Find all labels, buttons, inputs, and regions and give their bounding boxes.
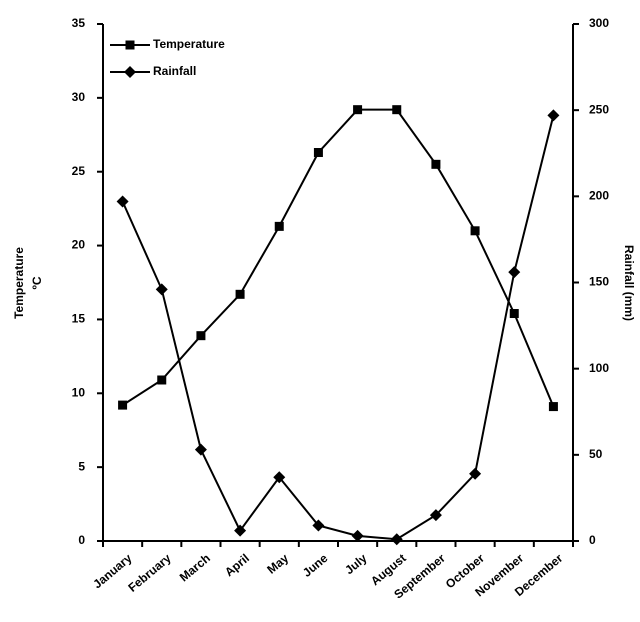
y-tick-label: 5 — [78, 459, 85, 473]
series-line — [121, 115, 555, 541]
data-point — [155, 283, 168, 296]
y-tick-label: 35 — [72, 16, 86, 30]
data-point — [273, 471, 286, 484]
legend-marker — [125, 40, 135, 50]
y2-tick-label: 100 — [589, 361, 609, 375]
y2-tick-label: 50 — [589, 447, 603, 461]
y-tick-label: 10 — [72, 385, 86, 399]
y-tick-label: 30 — [72, 90, 86, 104]
data-point — [469, 467, 482, 480]
y2-tick-label: 250 — [589, 102, 609, 116]
data-point — [274, 221, 284, 231]
x-tick-label: July — [342, 551, 370, 577]
data-point — [548, 402, 558, 412]
data-point — [353, 105, 363, 115]
data-point — [196, 331, 206, 341]
x-tick-label: April — [222, 551, 252, 579]
y2-tick-label: 0 — [589, 533, 596, 547]
data-point — [508, 266, 521, 279]
data-point — [390, 533, 403, 546]
y-tick-label: 25 — [72, 164, 86, 178]
data-point — [429, 509, 442, 522]
y-tick-label: 20 — [72, 238, 86, 252]
x-tick-label: May — [264, 551, 291, 577]
y2-axis-label: Rainfall (mm) — [622, 245, 636, 321]
data-point — [509, 309, 519, 319]
legend-label: Temperature — [153, 37, 225, 51]
legend-marker — [124, 66, 136, 78]
x-tick-label: June — [300, 551, 331, 580]
y-axis-label: Temperature — [12, 247, 26, 319]
y2-tick-label: 300 — [589, 16, 609, 30]
y-tick-label: 15 — [72, 312, 86, 326]
data-point — [470, 226, 480, 236]
data-point — [312, 519, 325, 532]
legend-label: Rainfall — [153, 64, 196, 78]
y2-tick-label: 200 — [589, 189, 609, 203]
y-tick-label: 0 — [78, 533, 85, 547]
data-point — [116, 195, 129, 208]
data-point — [313, 148, 323, 158]
data-point — [157, 375, 167, 385]
series-line — [122, 108, 555, 407]
data-point — [235, 289, 245, 299]
x-tick-label: March — [177, 551, 213, 584]
data-point — [194, 443, 207, 456]
data-point — [392, 105, 402, 115]
y2-tick-label: 150 — [589, 275, 609, 289]
y-axis-unit: ºC — [30, 276, 44, 289]
data-point — [118, 400, 128, 410]
x-tick-label: February — [125, 551, 174, 595]
data-point — [351, 529, 364, 542]
data-point — [431, 159, 441, 169]
data-point — [547, 109, 560, 122]
data-point — [234, 524, 247, 537]
